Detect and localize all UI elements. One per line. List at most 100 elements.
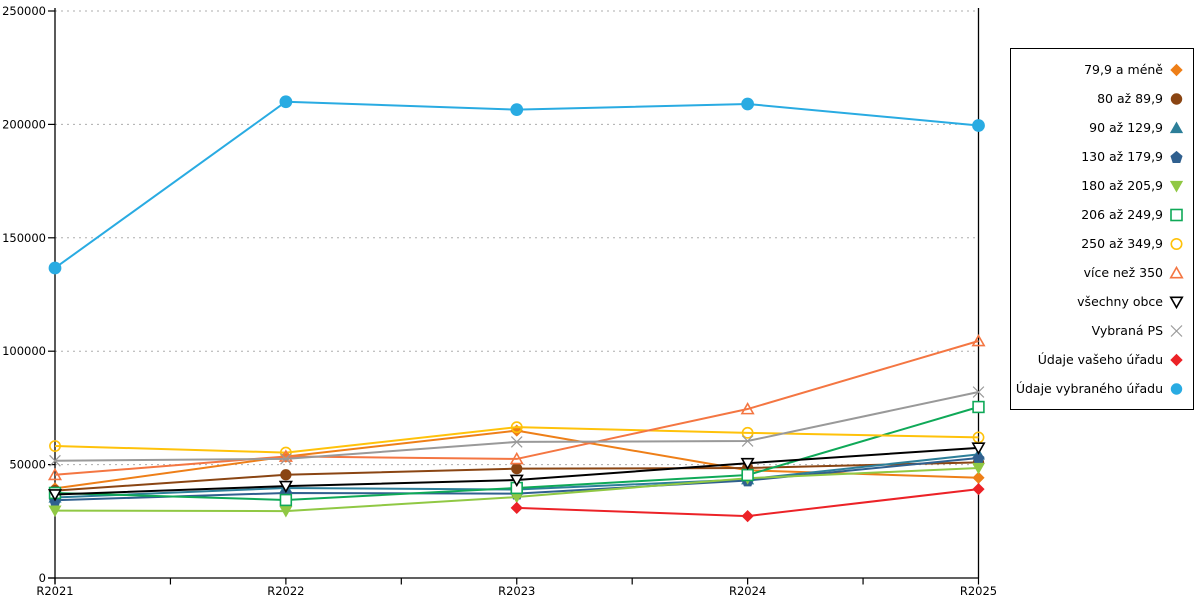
data-point-marker	[1170, 150, 1183, 163]
series-line	[54, 100, 979, 269]
data-point-marker	[509, 474, 524, 488]
legend-item-label: 80 až 89,9	[1097, 91, 1163, 106]
legend-item: 80 až 89,9	[1011, 84, 1193, 113]
data-point-marker	[1169, 180, 1184, 193]
series-11	[510, 482, 985, 523]
data-point-marker	[1170, 353, 1183, 366]
legend-item-label: všechny obce	[1077, 294, 1163, 309]
data-point-marker	[740, 402, 755, 415]
data-point-marker	[971, 462, 986, 475]
data-point-marker	[741, 468, 754, 482]
data-point-marker	[47, 489, 63, 502]
legend-item-label: 180 až 205,9	[1081, 178, 1163, 193]
data-point-marker	[971, 442, 986, 455]
data-point-marker	[510, 421, 523, 434]
legend-item: všechny obce	[1011, 287, 1193, 316]
data-point-marker	[1170, 92, 1183, 105]
data-point-marker	[510, 501, 523, 515]
data-point-marker	[280, 469, 292, 481]
legend-item-label: 250 až 349,9	[1081, 236, 1163, 251]
legend-marker-icon	[1170, 208, 1183, 221]
data-point-marker	[741, 435, 754, 447]
legend-marker-icon	[1170, 237, 1183, 250]
legend-marker-icon	[1169, 180, 1184, 193]
legend-item-label: 90 až 129,9	[1089, 120, 1163, 135]
y-axis-tick-label: 200000	[2, 117, 46, 131]
data-point-marker	[1169, 296, 1184, 309]
series-12	[48, 95, 985, 275]
x-axis-tick-label: R2025	[960, 584, 997, 598]
legend-marker-icon	[1170, 353, 1183, 366]
y-axis-tick-label: 150000	[2, 231, 46, 245]
data-point-marker	[740, 457, 755, 471]
legend-marker-icon	[1170, 63, 1183, 76]
legend-marker-icon	[1170, 324, 1183, 337]
x-axis-tick-label: R2023	[498, 584, 535, 598]
legend-item-label: Údaje vybraného úřadu	[1015, 381, 1163, 396]
data-point-marker	[279, 446, 292, 459]
series-line	[54, 340, 979, 476]
legend-item: 250 až 349,9	[1011, 229, 1193, 258]
data-point-marker	[1170, 324, 1183, 337]
data-point-marker	[1170, 237, 1183, 250]
data-point-marker	[741, 509, 754, 523]
legend-item: 180 až 205,9	[1011, 171, 1193, 200]
legend-item-label: 79,9 a méně	[1084, 62, 1163, 77]
data-point-marker	[280, 453, 292, 465]
legend-item-label: 206 až 249,9	[1081, 207, 1163, 222]
x-axis-tick-label: R2022	[267, 584, 304, 598]
legend-marker-icon	[1170, 92, 1183, 105]
legend-item: Údaje vybraného úřadu	[1011, 374, 1193, 403]
series-10	[49, 386, 985, 467]
data-point-marker	[47, 467, 63, 481]
data-point-marker	[971, 333, 986, 347]
legend-item: 206 až 249,9	[1011, 200, 1193, 229]
data-point-marker	[49, 440, 61, 452]
y-axis-tick-label: 0	[39, 571, 46, 585]
chart-legend: 79,9 a méně 80 až 89,9 90 až 129,9 130 až 1…	[1010, 48, 1194, 410]
legend-item: 130 až 179,9	[1011, 142, 1193, 171]
data-point-marker	[1170, 63, 1183, 76]
y-axis-tick-label: 50000	[9, 458, 46, 472]
data-point-marker	[48, 505, 62, 518]
data-point-marker	[279, 493, 293, 507]
legend-item-label: 130 až 179,9	[1081, 149, 1163, 164]
data-point-marker	[509, 451, 524, 465]
legend-item: Údaje vašeho úřadu	[1011, 345, 1193, 374]
x-axis-tick-label: R2024	[729, 584, 766, 598]
legend-item: 79,9 a méně	[1011, 55, 1193, 84]
data-point-marker	[1170, 208, 1183, 221]
legend-item-label: Údaje vašeho úřadu	[1037, 352, 1163, 367]
legend-marker-icon	[1169, 265, 1184, 278]
legend-item-label: více než 350	[1083, 265, 1163, 280]
legend-marker-icon	[1170, 382, 1183, 395]
data-point-marker	[49, 454, 61, 467]
data-point-marker	[972, 386, 985, 398]
legend-marker-icon	[1169, 296, 1184, 309]
data-point-marker	[511, 463, 523, 475]
y-axis-tick-label: 250000	[2, 4, 46, 18]
legend-marker-icon	[1169, 120, 1184, 133]
x-axis-tick-label: R2021	[36, 584, 73, 598]
data-point-marker	[1169, 265, 1184, 278]
data-point-marker	[279, 506, 293, 518]
data-point-marker	[510, 436, 523, 448]
legend-item: 90 až 129,9	[1011, 113, 1193, 142]
legend-item: více než 350	[1011, 258, 1193, 287]
data-point-marker	[741, 426, 754, 439]
data-point-marker	[1169, 120, 1184, 133]
data-point-marker	[972, 119, 985, 132]
data-point-marker	[1170, 382, 1183, 395]
series-9	[47, 442, 986, 502]
series-line	[54, 426, 979, 454]
data-point-marker	[741, 97, 755, 111]
legend-item-label: Vybraná PS	[1091, 323, 1163, 338]
series-7	[49, 421, 985, 459]
legend-marker-icon	[1170, 150, 1183, 163]
data-point-marker	[278, 480, 293, 494]
data-point-marker	[972, 482, 985, 496]
data-point-marker	[972, 400, 985, 414]
y-axis-tick-label: 100000	[2, 344, 46, 358]
